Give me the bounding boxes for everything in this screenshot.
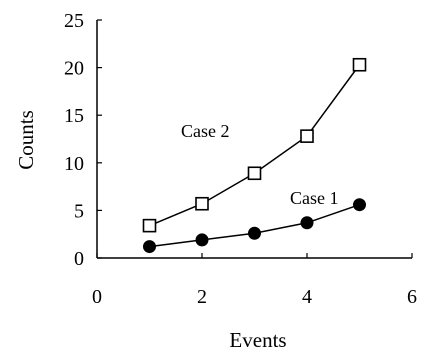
- point-case-1-1: [195, 233, 209, 247]
- x-tick-label-1: 2: [197, 286, 207, 308]
- y-tick-label-4: 20: [64, 58, 84, 80]
- point-case-1-3: [300, 216, 314, 230]
- point-case-2-1: [195, 196, 209, 211]
- y-axis-label: Counts: [14, 110, 38, 170]
- x-tick-label-3: 6: [407, 286, 417, 308]
- series-case-1: [143, 198, 366, 254]
- x-axis-label: Events: [229, 328, 286, 352]
- y-tick-label-3: 15: [64, 105, 84, 127]
- labels-layer: Events Counts: [14, 110, 287, 352]
- x-tick-label-2: 4: [302, 286, 312, 308]
- series-label-case-2: Case 2: [181, 121, 230, 141]
- y-tick-label-2: 10: [64, 153, 84, 175]
- series-case-2: [142, 57, 367, 233]
- point-case-1-2: [248, 226, 261, 240]
- series-line-case-1: [149, 203, 360, 248]
- point-case-2-4: [352, 57, 367, 72]
- series-layer: Case 1 Case 2: [142, 57, 367, 254]
- series-label-case-1: Case 1: [290, 188, 339, 208]
- axes: 0 5 10 15 20 25 0 2 4 6: [64, 10, 417, 308]
- y-tick-label-5: 25: [64, 10, 84, 32]
- x-tick-label-0: 0: [92, 286, 102, 308]
- point-case-2-3: [300, 129, 314, 143]
- y-tick-label-0: 0: [74, 248, 84, 270]
- point-case-1-0: [143, 240, 156, 254]
- point-case-2-0: [142, 218, 157, 233]
- point-case-2-2: [247, 166, 262, 181]
- point-case-1-4: [353, 198, 366, 212]
- y-tick-label-1: 5: [74, 200, 84, 222]
